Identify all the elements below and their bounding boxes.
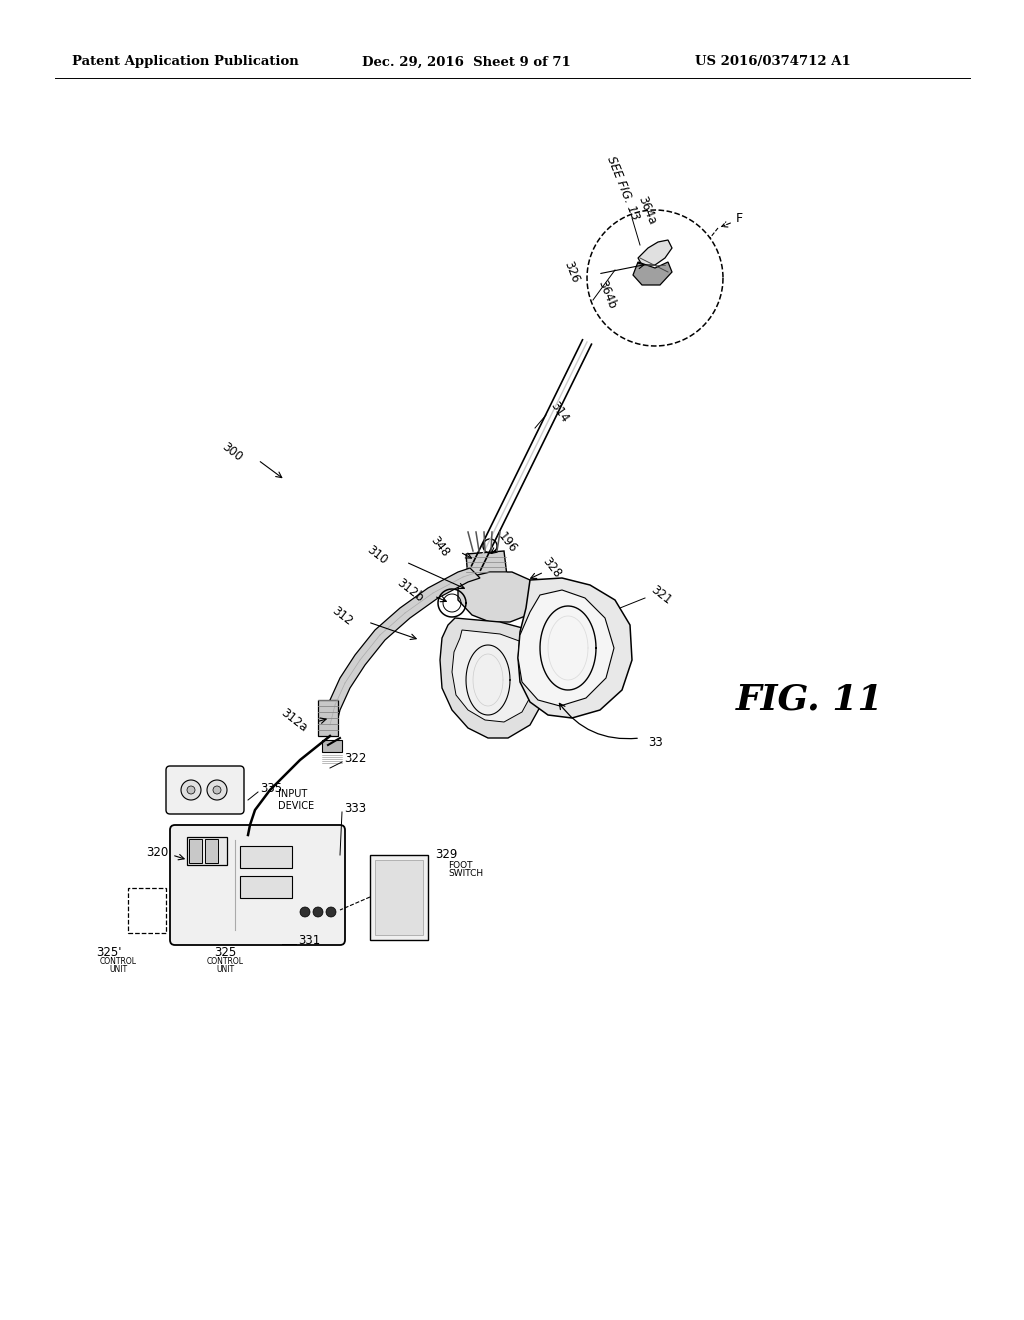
Polygon shape — [325, 568, 480, 730]
Polygon shape — [452, 630, 535, 722]
Text: UNIT: UNIT — [109, 965, 127, 974]
Text: 333: 333 — [344, 801, 367, 814]
Text: 329: 329 — [435, 849, 458, 862]
Polygon shape — [440, 618, 545, 738]
Bar — [187, 837, 227, 865]
Bar — [189, 840, 202, 863]
Bar — [375, 861, 423, 935]
Text: 321: 321 — [648, 583, 674, 607]
Text: 331: 331 — [298, 933, 321, 946]
Text: F: F — [736, 211, 743, 224]
Polygon shape — [458, 572, 535, 622]
Text: 312b: 312b — [394, 576, 426, 605]
Text: FIG. 11: FIG. 11 — [736, 682, 884, 717]
Circle shape — [326, 907, 336, 917]
FancyBboxPatch shape — [166, 766, 244, 814]
FancyBboxPatch shape — [170, 825, 345, 945]
Bar — [240, 876, 292, 898]
Text: 335: 335 — [260, 781, 283, 795]
Text: 364a: 364a — [635, 194, 658, 226]
Bar — [128, 888, 166, 933]
Text: INPUT
DEVICE: INPUT DEVICE — [278, 789, 314, 810]
Bar — [205, 840, 218, 863]
Text: 328: 328 — [540, 556, 564, 581]
Text: SWITCH: SWITCH — [449, 870, 483, 879]
Text: 326: 326 — [561, 259, 582, 285]
Text: Dec. 29, 2016  Sheet 9 of 71: Dec. 29, 2016 Sheet 9 of 71 — [362, 55, 570, 69]
Polygon shape — [638, 240, 672, 265]
Text: 325': 325' — [96, 945, 122, 958]
Circle shape — [313, 907, 323, 917]
Circle shape — [181, 780, 201, 800]
Bar — [370, 855, 428, 940]
Text: 364b: 364b — [595, 279, 618, 312]
Circle shape — [207, 780, 227, 800]
Circle shape — [187, 785, 195, 795]
Text: UNIT: UNIT — [216, 965, 234, 974]
Polygon shape — [318, 700, 338, 737]
Text: 196: 196 — [495, 531, 519, 556]
Text: SEE FIG. 13: SEE FIG. 13 — [604, 154, 641, 222]
Text: CONTROL: CONTROL — [99, 957, 136, 966]
Text: 310: 310 — [365, 543, 390, 568]
Polygon shape — [633, 261, 672, 285]
Text: 314: 314 — [548, 399, 571, 425]
Text: FOOT: FOOT — [449, 861, 472, 870]
Text: US 2016/0374712 A1: US 2016/0374712 A1 — [695, 55, 851, 69]
Text: 348: 348 — [428, 535, 452, 560]
Polygon shape — [518, 578, 632, 718]
Text: CONTROL: CONTROL — [207, 957, 244, 966]
Text: 322: 322 — [344, 751, 367, 764]
Text: 320: 320 — [145, 846, 168, 858]
Text: 33: 33 — [648, 735, 663, 748]
Circle shape — [213, 785, 221, 795]
Text: Patent Application Publication: Patent Application Publication — [72, 55, 299, 69]
Bar — [240, 846, 292, 869]
Polygon shape — [466, 550, 507, 579]
Polygon shape — [518, 590, 614, 706]
Text: 312: 312 — [330, 605, 355, 628]
Text: 312a: 312a — [279, 706, 310, 734]
Bar — [322, 741, 342, 752]
Text: 325: 325 — [214, 945, 237, 958]
Circle shape — [300, 907, 310, 917]
Text: 300: 300 — [219, 440, 245, 463]
